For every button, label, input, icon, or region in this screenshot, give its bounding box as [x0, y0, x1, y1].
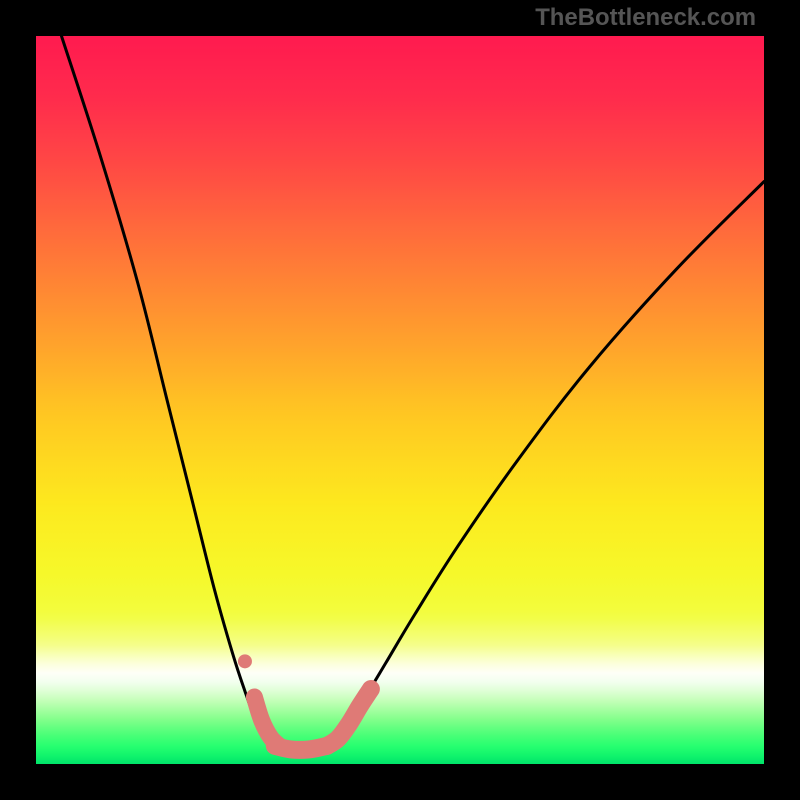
valley-overlay-dot: [238, 654, 252, 668]
watermark-text: TheBottleneck.com: [535, 4, 756, 32]
plot-area: [36, 36, 764, 764]
valley-overlay-right: [327, 689, 371, 746]
bottleneck-curve: [61, 36, 764, 750]
chart-container: TheBottleneck.com: [0, 0, 800, 800]
curve-layer: [36, 36, 764, 764]
